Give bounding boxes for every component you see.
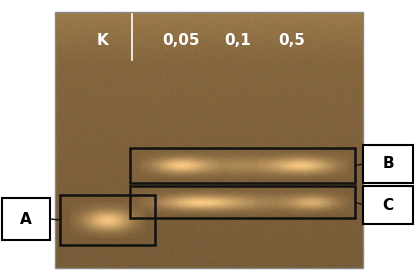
Bar xyxy=(130,186,355,218)
Bar xyxy=(2,198,50,240)
Text: C: C xyxy=(383,197,394,213)
Bar xyxy=(60,195,155,245)
Text: 0,5: 0,5 xyxy=(278,33,305,48)
Bar xyxy=(363,186,413,224)
Text: 0,05: 0,05 xyxy=(162,33,200,48)
Text: K: K xyxy=(97,33,109,48)
Text: A: A xyxy=(20,211,32,227)
Text: B: B xyxy=(382,157,394,171)
Bar xyxy=(55,12,363,268)
Bar xyxy=(363,145,413,183)
Bar xyxy=(130,148,355,183)
Text: 0,1: 0,1 xyxy=(224,33,251,48)
